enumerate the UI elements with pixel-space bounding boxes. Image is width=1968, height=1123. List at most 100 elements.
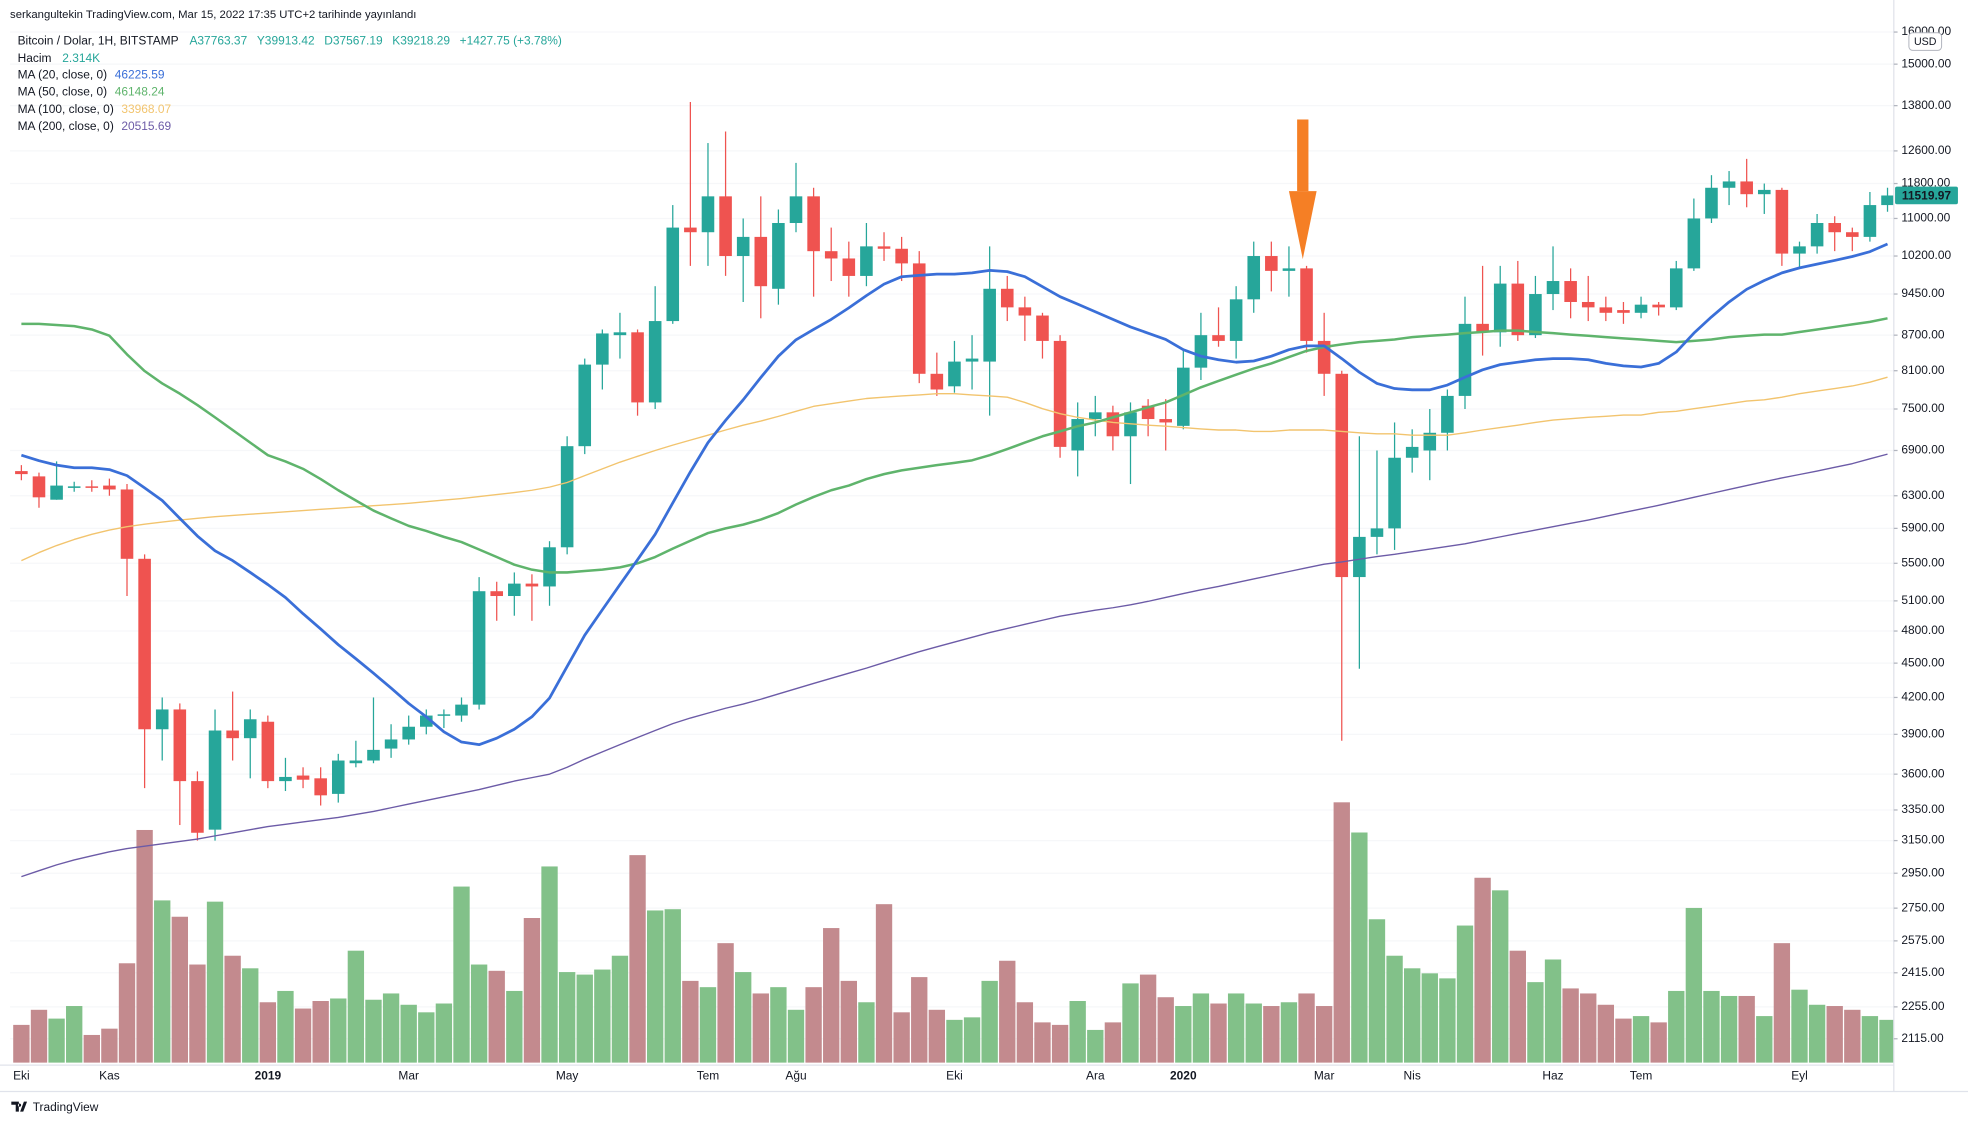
candle-body xyxy=(1405,446,1419,458)
volume-bar xyxy=(1509,950,1526,1063)
y-tick-label: 8100.00 xyxy=(1901,363,1945,377)
candle-body xyxy=(578,364,592,447)
candle-body xyxy=(1634,304,1648,313)
ma-line xyxy=(21,453,1888,878)
volume-bar xyxy=(1280,1002,1298,1063)
x-tick-label: Tem xyxy=(1630,1069,1653,1083)
candle-body xyxy=(1511,283,1525,336)
candle-body xyxy=(824,251,838,259)
y-tick-label: 6900.00 xyxy=(1901,443,1945,457)
currency-box xyxy=(1908,32,1943,51)
x-tick-label: Ara xyxy=(1086,1069,1105,1083)
y-tick-label: 6300.00 xyxy=(1901,488,1945,502)
volume-bar xyxy=(1157,997,1174,1063)
volume-bar xyxy=(682,980,699,1063)
volume-bar xyxy=(206,901,224,1063)
candle-body xyxy=(226,730,239,739)
plot-layer xyxy=(13,102,1894,1063)
candle-body xyxy=(1687,218,1701,269)
volume-bar xyxy=(1474,877,1491,1063)
candle-body xyxy=(1705,187,1718,219)
volume-bar xyxy=(1122,983,1139,1063)
x-tick-label: Eki xyxy=(13,1069,30,1083)
grid-layer xyxy=(10,31,1894,1040)
y-tick-label: 11800.00 xyxy=(1901,176,1950,190)
candle-body xyxy=(754,236,768,287)
candle-body xyxy=(472,591,486,705)
volume-bar xyxy=(418,1012,435,1063)
candle-body xyxy=(895,248,908,264)
candle-body xyxy=(1247,256,1261,300)
arrow-shaft xyxy=(1297,119,1309,192)
candle-body xyxy=(807,196,820,252)
x-tick-label: Nis xyxy=(1404,1069,1421,1083)
volume-bar xyxy=(1562,988,1579,1063)
candle-body xyxy=(1335,373,1349,578)
candle-body xyxy=(50,485,63,500)
candle-body xyxy=(1159,419,1172,423)
volume-bar xyxy=(118,963,136,1063)
candle-body xyxy=(367,749,380,761)
y-tick-label: 2950.00 xyxy=(1901,865,1945,879)
volume-bar xyxy=(523,918,541,1063)
volume-bar xyxy=(629,855,646,1063)
volume-legend-name: Hacim xyxy=(18,51,52,65)
ma-legend-value: 20515.69 xyxy=(121,119,171,133)
candle-body xyxy=(1775,189,1789,254)
volume-bar xyxy=(488,970,505,1063)
volume-bar xyxy=(1756,1016,1773,1063)
volume-bar xyxy=(1685,907,1703,1063)
candle-body xyxy=(1581,301,1595,308)
volume-bar xyxy=(1879,1019,1894,1063)
candle-body xyxy=(912,263,926,374)
y-tick-label: 13800.00 xyxy=(1901,98,1951,112)
volume-bar xyxy=(787,1009,805,1063)
volume-bar xyxy=(699,987,717,1063)
candle-body xyxy=(1089,412,1102,420)
x-tick-label: May xyxy=(556,1069,579,1083)
volume-bar xyxy=(1139,974,1157,1063)
logo-mark xyxy=(11,1101,28,1112)
candle-body xyxy=(1423,432,1437,451)
candle-body xyxy=(701,196,715,233)
volume-bar xyxy=(752,993,769,1063)
volume-bar xyxy=(823,928,840,1063)
last-price-label: 11519.97 xyxy=(1902,188,1951,202)
candle-body xyxy=(1388,457,1401,529)
volume-bar xyxy=(453,886,470,1063)
volume-bar xyxy=(1069,1000,1086,1063)
volume-bar xyxy=(1034,1022,1051,1063)
arrow-head xyxy=(1288,191,1317,260)
candle-body xyxy=(860,246,873,276)
volume-bar xyxy=(541,866,558,1063)
candle-body xyxy=(1300,268,1313,341)
volume-bar xyxy=(66,1006,83,1063)
volume-bar xyxy=(470,964,488,1063)
candle-body xyxy=(1722,181,1736,188)
ohlc-close: K39218.29 xyxy=(392,34,450,48)
candle-body xyxy=(1194,335,1208,368)
volume-bar xyxy=(1227,993,1245,1063)
volume-legend: Hacim 2.314K xyxy=(18,51,101,65)
candle-body xyxy=(1229,299,1243,341)
candle-body xyxy=(648,321,662,403)
volume-bar xyxy=(1315,1006,1333,1063)
candle-body xyxy=(983,288,996,362)
candle-body xyxy=(1740,181,1753,195)
candle-body xyxy=(296,775,310,780)
ma-legend-entry: MA (20, close, 0) 46225.59 xyxy=(18,68,165,82)
volume-bar xyxy=(1351,832,1368,1063)
candle-body xyxy=(455,704,468,716)
x-tick-label: 2019 xyxy=(255,1069,282,1083)
candle-body xyxy=(596,333,609,365)
y-tick-label: 2575.00 xyxy=(1901,933,1945,947)
volume-bar xyxy=(189,964,206,1063)
candle-body xyxy=(1177,367,1190,426)
volume-bar xyxy=(1421,973,1438,1063)
volume-bar xyxy=(1456,925,1474,1063)
volume-bar xyxy=(1492,890,1509,1063)
volume-bar xyxy=(875,904,893,1063)
tradingview-logo: TradingView xyxy=(11,1100,99,1114)
